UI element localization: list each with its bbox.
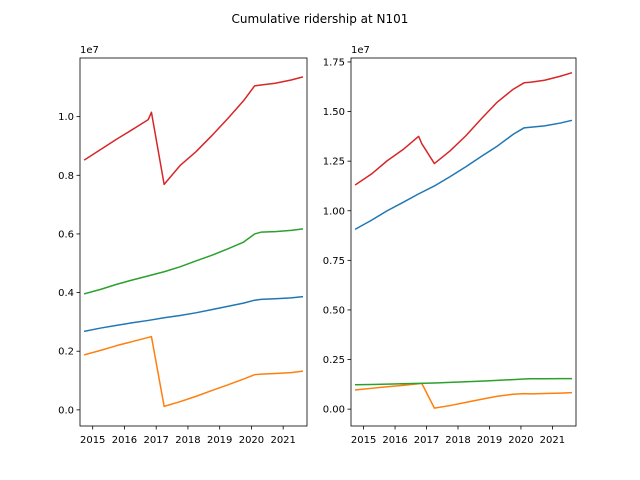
x-tick-label: 2016	[382, 435, 407, 446]
x-tick-label: 2020	[239, 435, 264, 446]
x-tick-label: 2017	[414, 435, 439, 446]
x-tick-label: 2019	[477, 435, 502, 446]
x-tick-label: 2015	[351, 435, 376, 446]
series-line-3	[354, 377, 573, 386]
series-line-1	[83, 295, 304, 333]
y-tick-label: 1.25	[323, 157, 345, 168]
series-line-2	[83, 335, 304, 408]
right-subplot: 2015 2016 2017 2018 2019 2020 2021 0.00 0.25 0.50…	[323, 45, 577, 446]
y-offset-label: 1e7	[80, 45, 99, 56]
series-line-3	[83, 228, 304, 295]
y-tick-label: 1.50	[323, 107, 345, 118]
x-tick-label: 2019	[207, 435, 232, 446]
x-tick-label: 2020	[508, 435, 533, 446]
left-subplot: 2015 2016 2017 2018 2019 2020 2021 0.0 0.2 0.4 0.6…	[58, 45, 308, 446]
y-tick-label: 0.50	[323, 305, 345, 316]
y-tick-label: 0.25	[323, 355, 345, 366]
figure-title: Cumulative ridership at N101	[232, 12, 409, 26]
y-tick-label: 0.75	[323, 256, 345, 267]
x-tick-label: 2015	[80, 435, 105, 446]
y-tick-label: 0.8	[58, 171, 74, 182]
series-line-1	[354, 119, 573, 231]
y-tick-label: 0.6	[58, 229, 74, 240]
series-line-4	[83, 76, 304, 186]
series-line-4	[354, 71, 573, 186]
x-tick-label: 2016	[112, 435, 137, 446]
y-tick-label: 0.2	[58, 347, 74, 358]
plot-frame	[350, 57, 577, 427]
x-tick-label: 2018	[445, 435, 470, 446]
x-tick-label: 2018	[175, 435, 200, 446]
y-tick-label: 0.0	[58, 405, 74, 416]
x-tick-label: 2017	[143, 435, 168, 446]
x-tick-label: 2021	[540, 435, 565, 446]
y-tick-label: 1.0	[58, 112, 74, 123]
x-tick-label: 2021	[270, 435, 295, 446]
y-offset-label: 1e7	[351, 45, 370, 56]
y-tick-label: 0.00	[323, 405, 345, 416]
y-tick-label: 1.00	[323, 206, 345, 217]
y-tick-label: 1.75	[323, 57, 345, 68]
plot-frame	[79, 57, 308, 427]
series-line-2	[354, 382, 573, 409]
y-tick-label: 0.4	[58, 288, 74, 299]
